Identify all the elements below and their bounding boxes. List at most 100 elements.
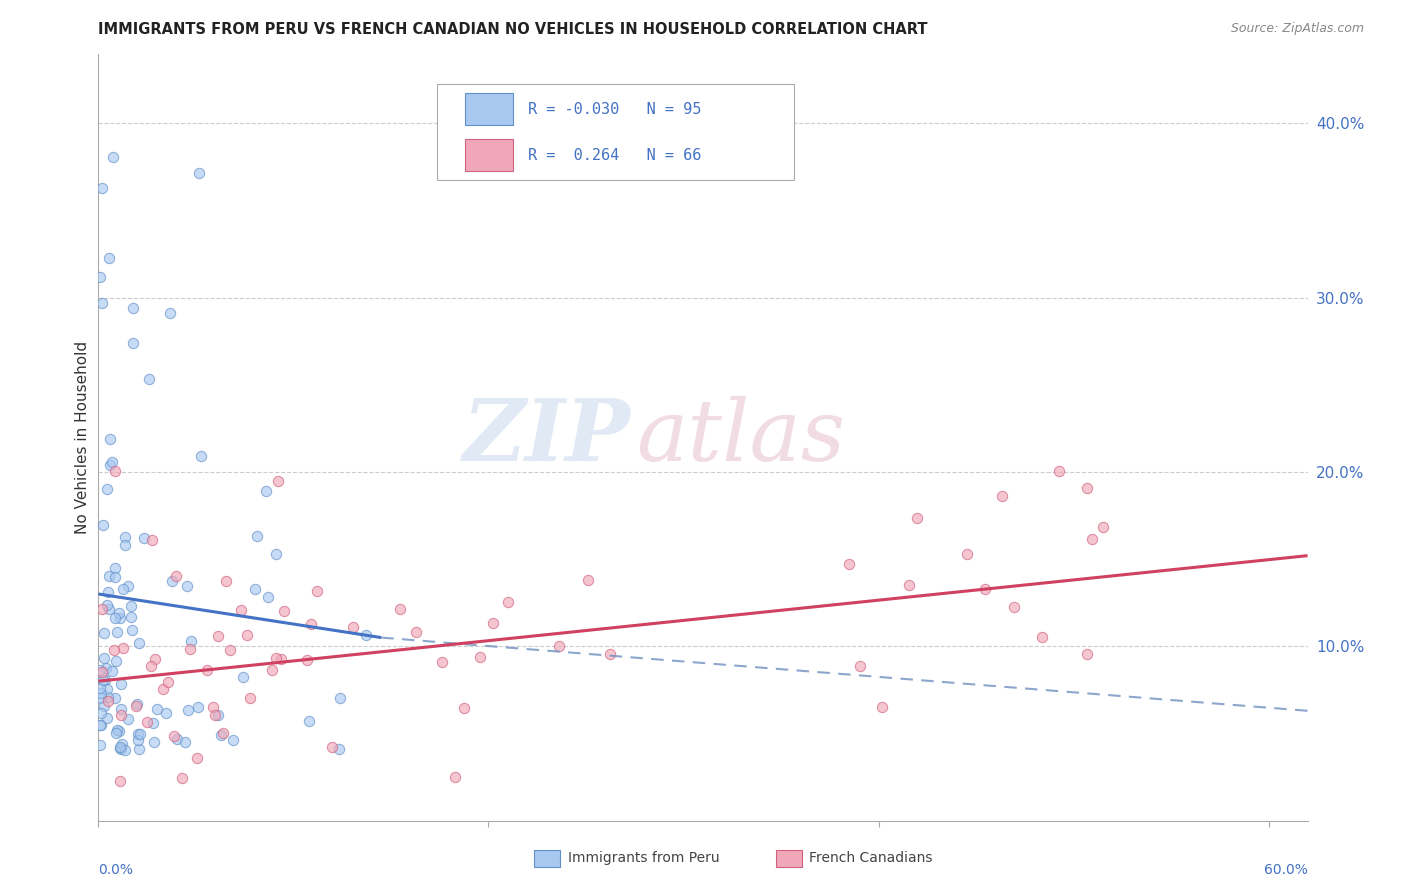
Text: atlas: atlas: [637, 396, 845, 478]
Point: [195, 663, 218, 677]
Text: IMMIGRANTS FROM PERU VS FRENCH CANADIAN NO VEHICLES IN HOUSEHOLD CORRELATION CHA: IMMIGRANTS FROM PERU VS FRENCH CANADIAN …: [98, 22, 928, 37]
Point: [90, 706, 112, 720]
Point: [180, 634, 202, 648]
Point: [163, 729, 186, 743]
Point: [138, 372, 160, 386]
Text: ZIP: ZIP: [463, 395, 630, 479]
Point: [121, 623, 143, 637]
Point: [91, 181, 114, 195]
Point: [104, 464, 127, 478]
Point: [174, 735, 197, 749]
Point: [93, 625, 115, 640]
Point: [329, 691, 352, 706]
Point: [110, 708, 132, 723]
Point: [91, 673, 114, 687]
Point: [207, 707, 229, 722]
Point: [94, 673, 117, 687]
Text: 60.0%: 60.0%: [1264, 863, 1308, 877]
Point: [97, 252, 120, 266]
Point: [156, 674, 179, 689]
Point: [576, 573, 599, 587]
Point: [160, 574, 183, 589]
Point: [114, 742, 136, 756]
Point: [232, 669, 254, 683]
Y-axis label: No Vehicles in Household: No Vehicles in Household: [75, 341, 90, 533]
Point: [172, 771, 194, 785]
Point: [108, 739, 131, 754]
Point: [498, 595, 520, 609]
Point: [444, 770, 467, 784]
Point: [215, 574, 238, 588]
Point: [186, 751, 208, 765]
Point: [299, 616, 322, 631]
Point: [991, 488, 1014, 502]
Point: [219, 642, 242, 657]
Text: R = -0.030   N = 95: R = -0.030 N = 95: [527, 102, 702, 117]
Point: [307, 583, 329, 598]
Point: [1092, 519, 1115, 533]
Point: [453, 700, 475, 714]
Point: [1076, 481, 1098, 495]
Point: [96, 598, 118, 612]
Point: [127, 733, 149, 747]
Point: [166, 731, 188, 746]
Point: [838, 558, 860, 572]
Point: [389, 601, 412, 615]
Point: [254, 483, 277, 498]
Point: [120, 610, 142, 624]
Point: [112, 641, 135, 656]
Point: [98, 458, 121, 472]
Point: [187, 700, 209, 714]
Point: [97, 690, 120, 705]
Point: [1031, 630, 1053, 644]
Point: [90, 718, 112, 732]
Point: [599, 647, 621, 661]
Point: [256, 590, 278, 604]
Point: [267, 474, 290, 488]
Point: [1081, 533, 1104, 547]
Point: [239, 691, 262, 706]
Point: [266, 650, 288, 665]
Point: [222, 732, 245, 747]
Point: [97, 585, 120, 599]
Point: [89, 681, 111, 695]
Point: [108, 741, 131, 756]
Point: [128, 727, 150, 741]
Point: [122, 301, 145, 315]
Point: [105, 723, 128, 737]
Text: Source: ZipAtlas.com: Source: ZipAtlas.com: [1230, 22, 1364, 36]
Point: [110, 676, 132, 690]
Point: [135, 714, 157, 729]
Point: [273, 604, 295, 618]
Point: [90, 686, 112, 700]
Point: [159, 306, 181, 320]
Point: [120, 599, 142, 614]
Point: [98, 602, 121, 616]
Point: [125, 697, 148, 711]
Point: [114, 538, 136, 552]
Point: [96, 711, 118, 725]
Point: [100, 455, 122, 469]
Point: [91, 602, 114, 616]
Point: [165, 569, 187, 583]
Point: [145, 652, 167, 666]
Point: [96, 660, 118, 674]
Point: [298, 714, 321, 728]
Text: French Canadians: French Canadians: [810, 851, 934, 865]
Point: [122, 335, 145, 350]
Point: [179, 642, 201, 657]
Point: [1076, 647, 1098, 661]
Point: [146, 701, 169, 715]
Point: [905, 511, 928, 525]
Point: [110, 701, 132, 715]
Point: [405, 625, 427, 640]
Point: [974, 582, 997, 596]
Point: [354, 628, 377, 642]
Point: [190, 450, 212, 464]
Point: [342, 620, 364, 634]
Point: [101, 150, 124, 164]
Point: [117, 712, 139, 726]
Point: [104, 690, 127, 705]
Point: [110, 741, 132, 756]
Point: [108, 611, 131, 625]
